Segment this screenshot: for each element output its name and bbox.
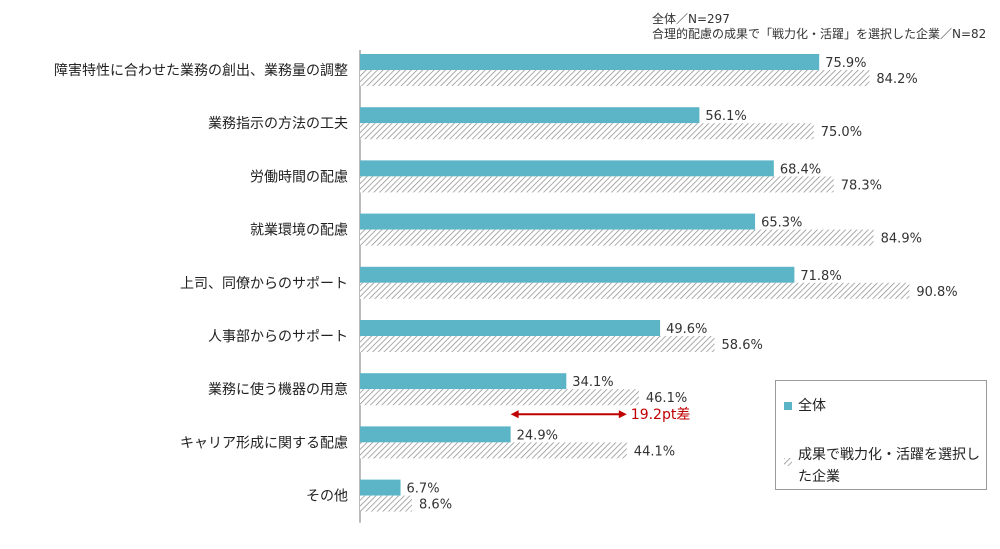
data-label-total: 71.8% [800, 269, 841, 284]
data-label-total: 65.3% [761, 216, 802, 231]
legend-item-selected: 成果で戦力化・活躍を選択した企業 [784, 444, 980, 488]
category-label: その他 [306, 489, 348, 505]
data-label-total: 24.9% [517, 428, 558, 443]
sample-size-note-selected: 合理的配慮の成果で「戦力化・活躍」を選択した企業／N=82 [652, 27, 987, 41]
bar-selected [360, 442, 627, 459]
bar-total [360, 160, 774, 177]
category-label: 労働時間の配慮 [250, 169, 348, 185]
legend-label-selected: 成果で戦力化・活躍を選択した企業 [798, 447, 980, 485]
bar-total [360, 107, 700, 124]
annotation-arrowhead-right [618, 410, 627, 419]
bar-selected [360, 389, 639, 406]
bar-total [360, 54, 820, 70]
bar-selected [360, 70, 870, 86]
bar-selected [360, 176, 834, 193]
legend-label-total: 全体 [798, 398, 826, 414]
data-label-selected: 78.3% [841, 178, 882, 193]
data-label-total: 68.4% [780, 162, 821, 177]
annotation-label: 19.2pt差 [631, 407, 691, 423]
data-label-total: 56.1% [705, 109, 746, 124]
data-label-selected: 90.8% [916, 285, 957, 300]
legend-item-total: 全体 [784, 395, 980, 417]
annotation-arrowhead-left [510, 410, 519, 419]
legend: 全体 成果で戦力化・活躍を選択した企業 [775, 380, 987, 490]
category-label: 業務に使う機器の用意 [208, 381, 348, 398]
bar-selected [360, 336, 715, 352]
data-label-total: 75.9% [825, 56, 866, 71]
data-label-total: 34.1% [572, 375, 613, 390]
data-label-selected: 84.2% [876, 72, 917, 87]
bar-total [360, 373, 567, 390]
legend-swatch-selected [784, 451, 792, 466]
bar-total [360, 479, 401, 496]
category-label: 上司、同僚からのサポート [180, 276, 348, 292]
data-label-total: 6.7% [407, 482, 440, 497]
bar-total [360, 266, 795, 283]
bar-total [360, 213, 756, 230]
data-label-selected: 75.0% [821, 125, 862, 140]
bar-selected [360, 282, 910, 299]
data-label-selected: 46.1% [646, 391, 687, 406]
bar-selected [360, 495, 413, 512]
category-label: キャリア形成に関する配慮 [180, 435, 348, 451]
sample-size-note-total: 全体／N=297 [652, 12, 730, 26]
category-label: 障害特性に合わせた業務の創出、業務量の調整 [54, 63, 348, 79]
data-label-selected: 44.1% [634, 444, 675, 459]
data-label-total: 49.6% [666, 322, 707, 337]
bar-selected [360, 229, 874, 246]
bar-total [360, 426, 511, 443]
category-label: 人事部からのサポート [208, 329, 348, 345]
data-label-selected: 84.9% [881, 232, 922, 247]
bar-selected [360, 123, 814, 140]
data-label-selected: 8.6% [419, 498, 452, 513]
bar-total [360, 320, 661, 336]
category-label: 業務指示の方法の工夫 [208, 116, 348, 132]
data-label-selected: 58.6% [722, 338, 763, 353]
legend-swatch-total [784, 402, 792, 410]
category-label: 就業環境の配慮 [250, 223, 348, 239]
